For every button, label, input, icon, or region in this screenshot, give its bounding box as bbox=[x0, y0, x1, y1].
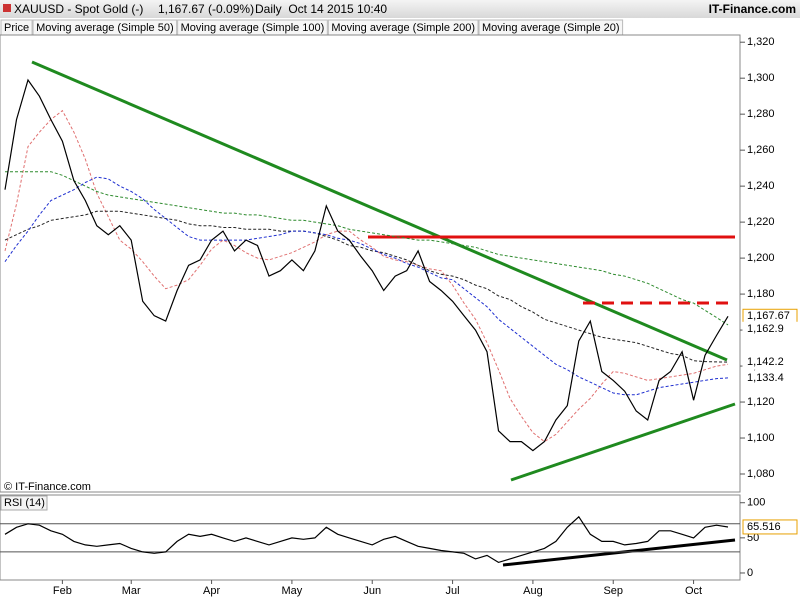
rsi-legend-box bbox=[0, 495, 48, 511]
value-label-box bbox=[742, 519, 798, 535]
rsi-trend-line bbox=[502, 538, 736, 567]
x-tick-label: Aug bbox=[523, 585, 543, 597]
x-tick-label: Oct bbox=[685, 585, 702, 597]
x-tick-label: Jun bbox=[363, 585, 381, 597]
series-line bbox=[5, 171, 729, 326]
header-bar bbox=[0, 0, 800, 18]
x-tick-label: Mar bbox=[122, 585, 141, 597]
series-line bbox=[4, 109, 729, 443]
y-tick-label: 1,080 bbox=[747, 468, 775, 480]
value-label: 1,142.2 bbox=[747, 356, 784, 368]
y-tick-label: 50 bbox=[747, 532, 759, 544]
y-tick-label: 1,120 bbox=[747, 396, 775, 408]
legend-entry: Moving average (Simple 200) bbox=[331, 22, 475, 34]
y-tick-label: 1,200 bbox=[747, 252, 775, 264]
legend-entry: Moving average (Simple 20) bbox=[482, 22, 620, 34]
legend-entry: Price bbox=[4, 22, 29, 34]
x-tick-label: May bbox=[282, 585, 303, 597]
x-tick-label: Sep bbox=[603, 585, 623, 597]
y-tick-label: 1,280 bbox=[747, 108, 775, 120]
legend: Price Moving average (Simple 50) Moving av… bbox=[0, 19, 624, 36]
copyright: © IT-Finance.com bbox=[4, 481, 91, 493]
series-line bbox=[4, 515, 729, 564]
support-line bbox=[510, 402, 736, 482]
price-panel bbox=[0, 34, 741, 493]
x-tick-label: Feb bbox=[53, 585, 72, 597]
trend-line bbox=[31, 60, 728, 362]
value-label-box bbox=[742, 370, 798, 386]
y-tick-label: 1,260 bbox=[747, 144, 775, 156]
header-icon bbox=[3, 4, 11, 12]
value-label-box bbox=[742, 321, 798, 337]
y-tick-label: 1,320 bbox=[747, 36, 775, 48]
y-tick-label: 1,300 bbox=[747, 72, 775, 84]
x-tick-label: Jul bbox=[446, 585, 460, 597]
quote: 1,167.67 (-0.09%) bbox=[158, 2, 254, 16]
rsi-panel bbox=[0, 494, 741, 581]
rsi-legend: RSI (14) bbox=[4, 497, 45, 509]
value-label: 1,162.9 bbox=[747, 323, 784, 335]
source: IT-Finance.com bbox=[709, 2, 796, 16]
value-label: 1,167.67 bbox=[747, 310, 790, 322]
y-tick-label: 1,220 bbox=[747, 216, 775, 228]
series-line bbox=[4, 78, 729, 452]
value-label-box bbox=[742, 354, 798, 370]
value-label: 65.516 bbox=[747, 521, 781, 533]
y-tick-label: 0 bbox=[747, 567, 753, 579]
y-tick-label: 1,100 bbox=[747, 432, 775, 444]
x-tick-label: Apr bbox=[203, 585, 220, 597]
legend-entry: Moving average (Simple 50) bbox=[36, 22, 174, 34]
y-tick-label: 100 bbox=[747, 497, 765, 509]
series-line bbox=[4, 176, 729, 396]
period: Daily Oct 14 2015 10:40 bbox=[255, 2, 387, 16]
series-line bbox=[4, 210, 729, 363]
y-tick-label: 1,240 bbox=[747, 180, 775, 192]
chart-title: XAUUSD - Spot Gold (-) bbox=[14, 2, 143, 16]
y-tick-label: 1,180 bbox=[747, 288, 775, 300]
legend-entry: Moving average (Simple 100) bbox=[181, 22, 325, 34]
value-label: 1,133.4 bbox=[747, 372, 784, 384]
